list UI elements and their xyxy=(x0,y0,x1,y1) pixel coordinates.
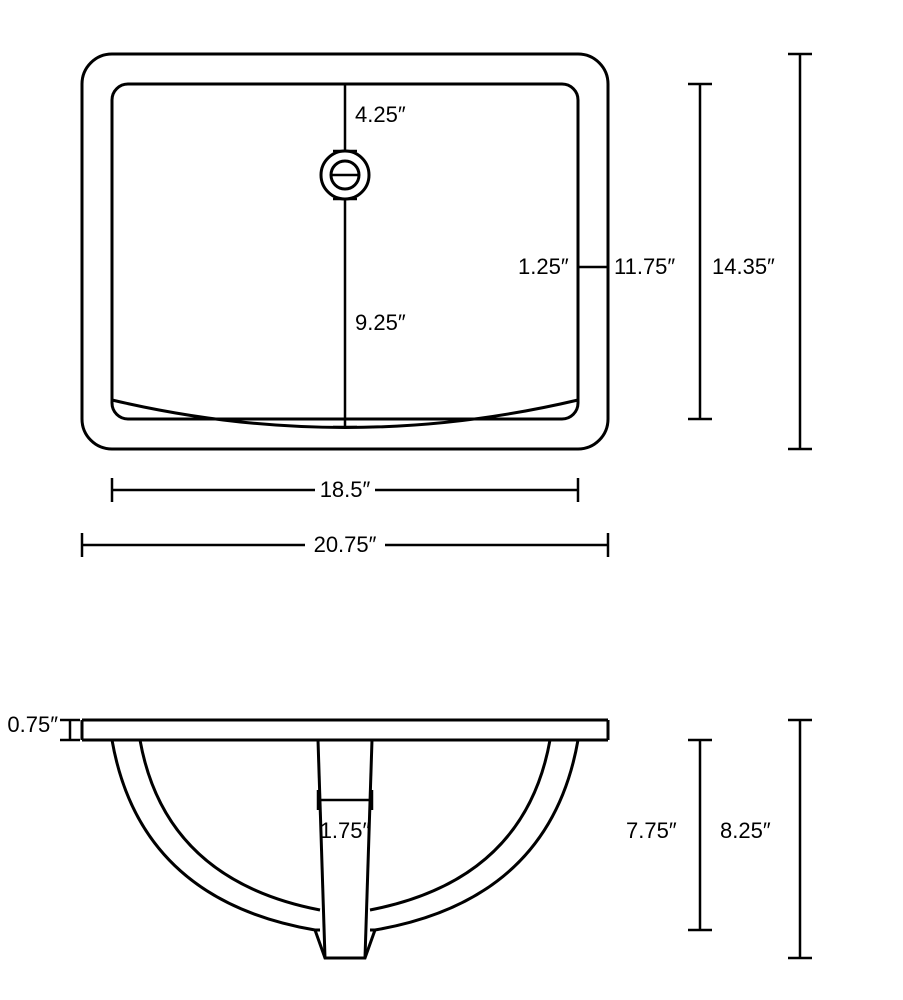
dim-label-7p75: 7.75″ xyxy=(626,818,677,843)
dim-label-4p25: 4.25″ xyxy=(355,102,406,127)
dim-label-9p25: 9.25″ xyxy=(355,310,406,335)
sink-dimension-drawing: 4.25″ 9.25″ 1.25″ 11.75″ 14.35″ 18.5″ 20… xyxy=(0,0,903,1000)
dim-label-20p75: 20.75″ xyxy=(314,532,377,557)
dim-label-11p75: 11.75″ xyxy=(614,254,675,279)
side-drain-left xyxy=(318,740,325,958)
dim-label-14p35: 14.35″ xyxy=(712,254,775,279)
diagram-stage: 4.25″ 9.25″ 1.25″ 11.75″ 14.35″ 18.5″ 20… xyxy=(0,0,903,1000)
dim-label-18p5: 18.5″ xyxy=(320,477,371,502)
side-drain-right xyxy=(365,740,372,958)
dim-label-1p25: 1.25″ xyxy=(518,254,569,279)
dim-label-0p75: 0.75″ xyxy=(7,712,58,737)
dim-label-1p75: 1.75″ xyxy=(320,818,371,843)
dim-label-8p25: 8.25″ xyxy=(720,818,771,843)
side-bowl-outer xyxy=(112,740,578,958)
